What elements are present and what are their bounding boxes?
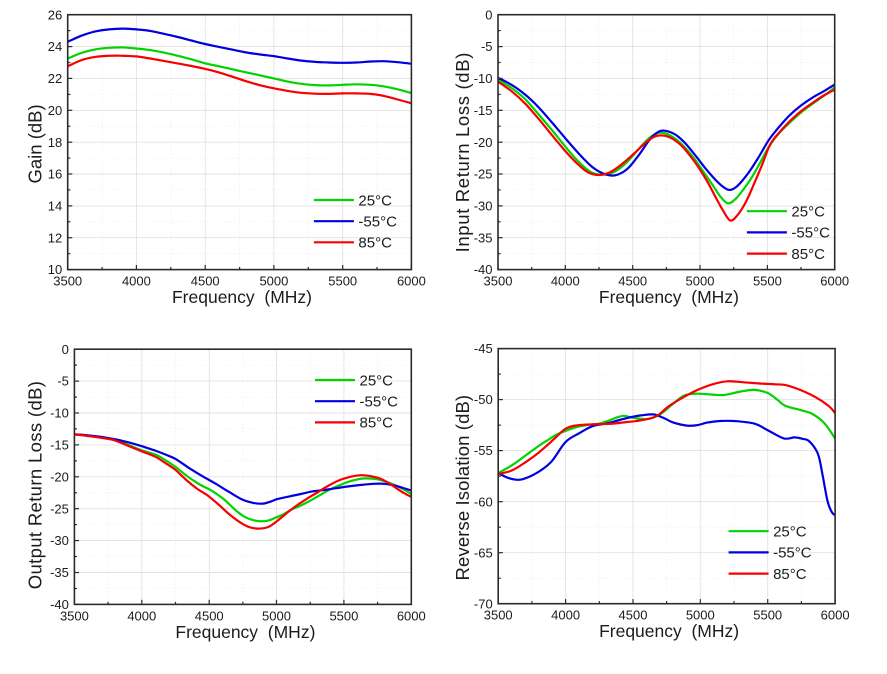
svg-text:-5: -5	[481, 39, 493, 54]
svg-text:5500: 5500	[328, 274, 357, 289]
svg-text:-50: -50	[474, 392, 493, 407]
svg-text:12: 12	[48, 230, 62, 245]
svg-text:25°C: 25°C	[360, 372, 394, 389]
svg-text:5500: 5500	[329, 608, 358, 623]
svg-text:6000: 6000	[820, 274, 849, 289]
svg-text:-15: -15	[50, 438, 69, 453]
svg-text:5500: 5500	[753, 274, 782, 289]
svg-text:5000: 5000	[686, 608, 715, 623]
svg-text:Frequency (MHz): Frequency (MHz)	[175, 622, 315, 642]
svg-text:5000: 5000	[259, 274, 288, 289]
svg-text:5000: 5000	[686, 274, 715, 289]
svg-text:4000: 4000	[122, 274, 151, 289]
svg-text:-25: -25	[474, 167, 493, 182]
svg-text:-55°C: -55°C	[358, 214, 397, 231]
svg-text:3500: 3500	[60, 608, 89, 623]
svg-text:-35: -35	[474, 230, 493, 245]
svg-text:18: 18	[48, 135, 62, 150]
svg-text:-10: -10	[50, 406, 69, 421]
svg-text:0: 0	[62, 342, 69, 357]
svg-text:Reverse Isolation (dB): Reverse Isolation (dB)	[452, 395, 473, 581]
svg-text:5000: 5000	[262, 608, 291, 623]
svg-text:4500: 4500	[195, 608, 224, 623]
svg-text:22: 22	[48, 71, 62, 86]
svg-text:10: 10	[48, 262, 62, 277]
svg-text:-30: -30	[50, 533, 69, 548]
svg-text:20: 20	[48, 103, 62, 118]
svg-text:85°C: 85°C	[358, 235, 392, 252]
svg-text:Frequency (MHz): Frequency (MHz)	[599, 287, 739, 307]
svg-text:Input Return Loss (dB): Input Return Loss (dB)	[452, 52, 473, 252]
svg-text:Output Return Loss (dB): Output Return Loss (dB)	[25, 381, 46, 590]
svg-text:-40: -40	[474, 262, 493, 277]
svg-text:-35: -35	[50, 565, 69, 580]
svg-text:3500: 3500	[484, 608, 513, 623]
svg-text:Gain (dB): Gain (dB)	[25, 104, 46, 183]
svg-text:-20: -20	[474, 135, 493, 150]
svg-text:-55°C: -55°C	[360, 394, 399, 411]
svg-text:4000: 4000	[551, 274, 580, 289]
svg-text:-20: -20	[50, 469, 69, 484]
svg-text:24: 24	[48, 39, 62, 54]
svg-text:6000: 6000	[821, 608, 850, 623]
svg-text:85°C: 85°C	[360, 415, 394, 432]
svg-text:4000: 4000	[127, 608, 156, 623]
svg-text:25°C: 25°C	[358, 192, 392, 209]
svg-text:25°C: 25°C	[791, 204, 825, 221]
svg-text:6000: 6000	[397, 274, 426, 289]
svg-text:-65: -65	[474, 545, 493, 560]
svg-text:-30: -30	[474, 199, 493, 214]
svg-text:0: 0	[485, 7, 492, 22]
svg-text:6000: 6000	[397, 608, 426, 623]
svg-text:85°C: 85°C	[791, 246, 825, 263]
svg-text:Frequency (MHz): Frequency (MHz)	[172, 287, 312, 307]
svg-text:-70: -70	[474, 596, 493, 611]
svg-text:3500: 3500	[53, 274, 82, 289]
svg-text:-15: -15	[474, 103, 493, 118]
svg-text:26: 26	[48, 7, 62, 22]
svg-text:85°C: 85°C	[773, 566, 807, 583]
svg-text:-10: -10	[474, 71, 493, 86]
svg-text:-55: -55	[474, 443, 493, 458]
svg-text:Frequency (MHz): Frequency (MHz)	[599, 621, 739, 641]
svg-text:5500: 5500	[753, 608, 782, 623]
svg-text:14: 14	[48, 199, 62, 214]
svg-text:4500: 4500	[191, 274, 220, 289]
svg-text:16: 16	[48, 167, 62, 182]
svg-text:3500: 3500	[484, 274, 513, 289]
svg-text:4500: 4500	[619, 608, 648, 623]
svg-text:-55°C: -55°C	[773, 545, 812, 562]
svg-text:-60: -60	[474, 494, 493, 509]
svg-text:-55°C: -55°C	[791, 225, 830, 242]
svg-text:-40: -40	[50, 597, 69, 612]
svg-text:-25: -25	[50, 501, 69, 516]
svg-text:4500: 4500	[618, 274, 647, 289]
svg-text:25°C: 25°C	[773, 524, 807, 541]
svg-text:4000: 4000	[551, 608, 580, 623]
svg-text:-45: -45	[474, 341, 493, 356]
svg-text:-5: -5	[57, 374, 69, 389]
